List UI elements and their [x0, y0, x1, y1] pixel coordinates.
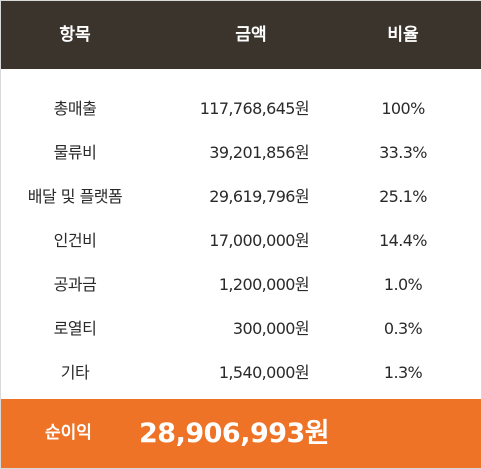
row-item: 기타: [60, 363, 90, 382]
row-amount: 17,000,000원: [209, 231, 309, 250]
row-item: 공과금: [53, 275, 97, 294]
row-amount: 1,200,000원: [218, 275, 310, 294]
net-profit-value: 28,906,993원: [139, 418, 330, 449]
table-row: 물류비 39,201,856원 33.3%: [1, 131, 481, 175]
row-ratio: 14.4%: [379, 231, 427, 250]
row-ratio: 25.1%: [379, 187, 427, 206]
row-ratio: 0.3%: [383, 319, 423, 338]
row-amount: 39,201,856원: [209, 143, 309, 162]
row-item: 로열티: [53, 319, 97, 338]
header-amount: 금액: [235, 25, 267, 45]
row-amount: 300,000원: [232, 319, 310, 338]
table-row: 공과금 1,200,000원 1.0%: [1, 263, 481, 307]
row-ratio: 100%: [381, 99, 425, 118]
net-profit-label: 순이익: [45, 423, 92, 443]
row-item: 물류비: [53, 143, 97, 162]
table-row: 인건비 17,000,000원 14.4%: [1, 219, 481, 263]
table-row: 기타 1,540,000원 1.3%: [1, 351, 481, 395]
row-ratio: 1.0%: [383, 275, 423, 294]
header-ratio: 비율: [387, 25, 419, 45]
table-row: 로열티 300,000원 0.3%: [1, 307, 481, 351]
row-item: 배달 및 플랫폼: [27, 187, 123, 206]
row-item: 총매출: [53, 99, 97, 118]
table-row: 배달 및 플랫폼 29,619,796원 25.1%: [1, 175, 481, 219]
table-body: 총매출 117,768,645원 100% 물류비 39,201,856원 33…: [1, 87, 481, 395]
row-item: 인건비: [53, 231, 97, 250]
row-amount: 1,540,000원: [218, 363, 310, 382]
row-amount: 117,768,645원: [199, 99, 310, 118]
table-row: 총매출 117,768,645원 100%: [1, 87, 481, 131]
header-item: 항목: [59, 25, 91, 45]
table-header: 항목 금액 비율: [1, 1, 481, 69]
net-profit-footer: 순이익 28,906,993원: [1, 399, 481, 468]
row-ratio: 33.3%: [379, 143, 427, 162]
row-ratio: 1.3%: [383, 363, 423, 382]
row-amount: 29,619,796원: [209, 187, 309, 206]
